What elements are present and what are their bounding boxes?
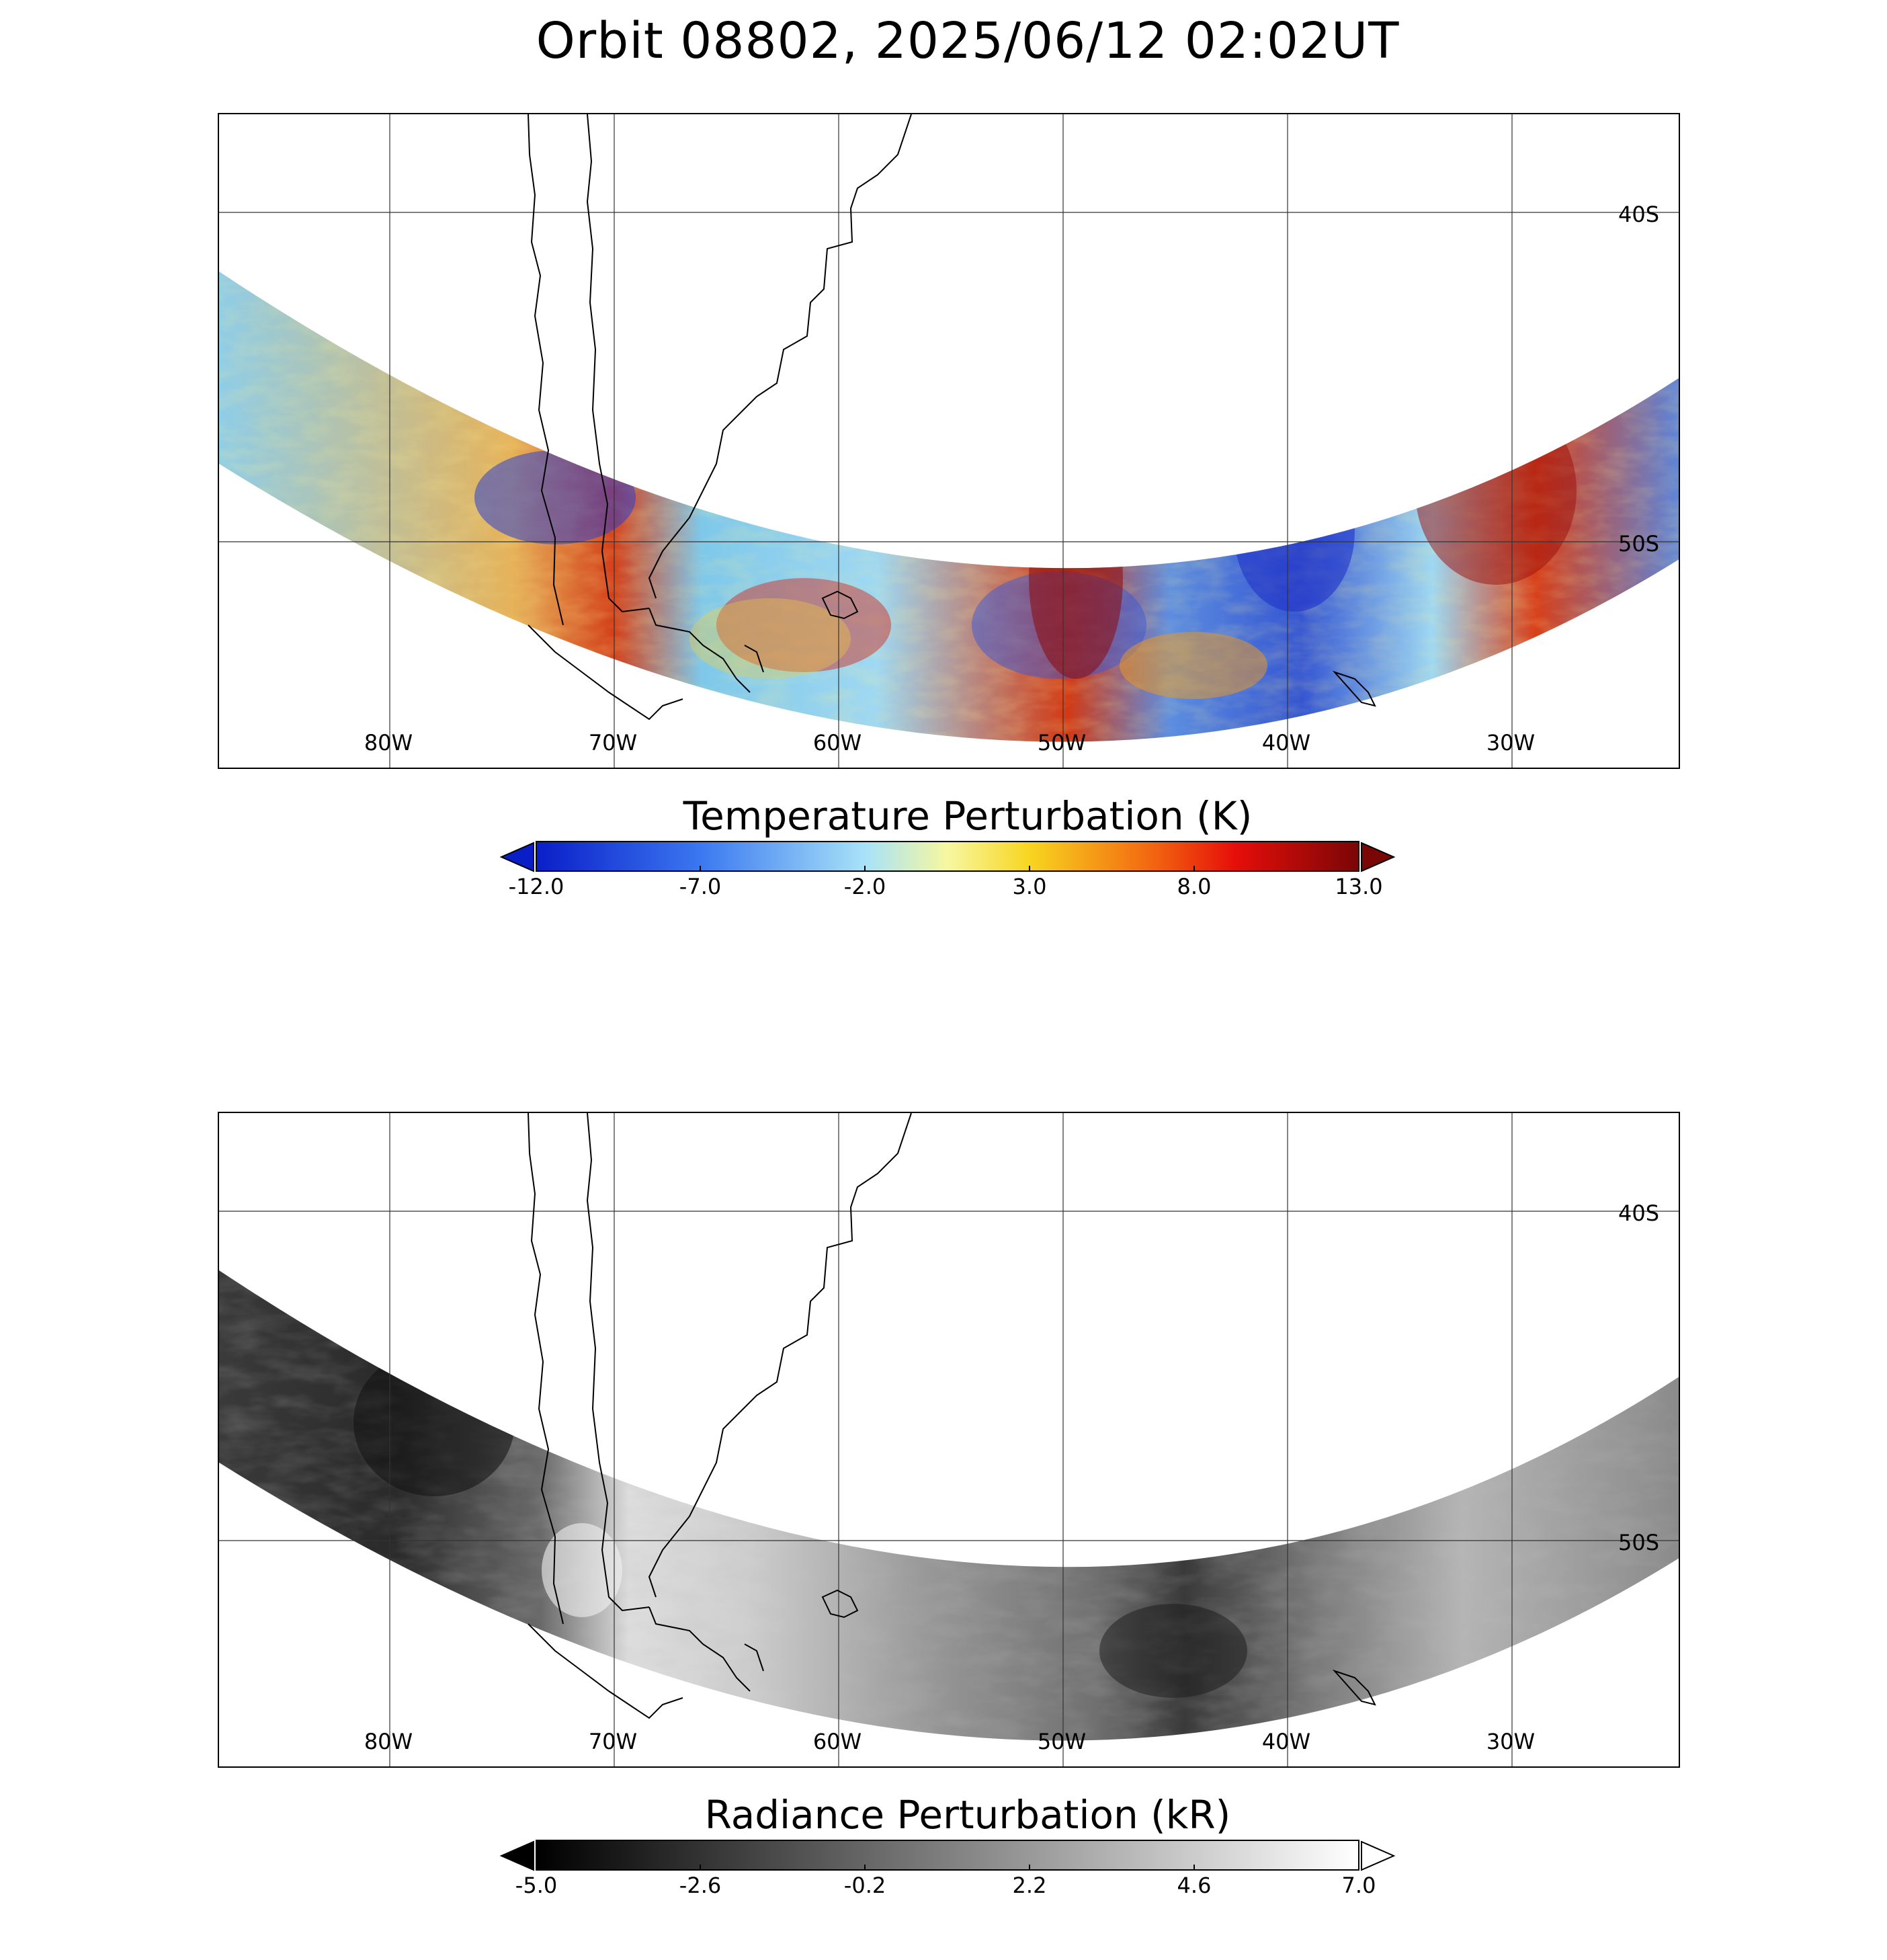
temperature-map-panel bbox=[218, 113, 1680, 769]
radiance-tick-4: 4.6 bbox=[1177, 1873, 1212, 1898]
radiance-colorbar-high-arrow bbox=[1361, 1840, 1396, 1871]
radiance-tick-0: -5.0 bbox=[515, 1873, 558, 1898]
lon-label-70w: 70W bbox=[588, 730, 638, 756]
lon-label-50w: 50W bbox=[1037, 730, 1087, 756]
temperature-colorbar bbox=[499, 840, 1396, 874]
lon-label-50w: 50W bbox=[1037, 1729, 1087, 1754]
lon-label-30w: 30W bbox=[1486, 1729, 1536, 1754]
lat-label-50s: 50S bbox=[1618, 531, 1660, 557]
temperature-tick-5: 13.0 bbox=[1335, 874, 1383, 899]
grid-lines bbox=[219, 114, 1679, 768]
temperature-tick-2: -2.0 bbox=[843, 874, 886, 899]
lon-label-70w: 70W bbox=[588, 1729, 638, 1754]
radiance-tick-3: 2.2 bbox=[1012, 1873, 1047, 1898]
grid-lines bbox=[219, 1113, 1679, 1766]
lon-label-40w: 40W bbox=[1261, 1729, 1311, 1754]
lat-label-50s: 50S bbox=[1618, 1530, 1660, 1555]
radiance-tick-5: 7.0 bbox=[1341, 1873, 1376, 1898]
lon-label-60w: 60W bbox=[812, 730, 862, 756]
temperature-tick-1: -7.0 bbox=[679, 874, 722, 899]
temperature-colorbar-high-arrow bbox=[1361, 842, 1396, 872]
radiance-tick-1: -2.6 bbox=[679, 1873, 722, 1898]
radiance-colorbar-low-arrow bbox=[499, 1840, 534, 1871]
temperature-tick-0: -12.0 bbox=[508, 874, 564, 899]
radiance-tick-2: -0.2 bbox=[843, 1873, 886, 1898]
temperature-colorbar-title: Temperature Perturbation (K) bbox=[683, 793, 1253, 839]
radiance-colorbar-title: Radiance Perturbation (kR) bbox=[704, 1792, 1231, 1838]
coastlines bbox=[528, 1113, 1376, 1719]
lon-label-80w: 80W bbox=[364, 1729, 413, 1754]
temperature-tick-4: 8.0 bbox=[1177, 874, 1212, 899]
temperature-tick-3: 3.0 bbox=[1012, 874, 1047, 899]
lon-label-30w: 30W bbox=[1486, 730, 1536, 756]
radiance-colorbar bbox=[499, 1839, 1396, 1873]
coastlines bbox=[528, 114, 1376, 721]
radiance-map-svg bbox=[219, 1113, 1679, 1766]
lat-label-40s: 40S bbox=[1618, 202, 1660, 227]
lon-label-80w: 80W bbox=[364, 730, 413, 756]
lon-label-60w: 60W bbox=[812, 1729, 862, 1754]
radiance-map-panel bbox=[218, 1112, 1680, 1768]
figure-title: Orbit 08802, 2025/06/12 02:02UT bbox=[536, 12, 1400, 70]
lon-label-40w: 40W bbox=[1261, 730, 1311, 756]
lat-label-40s: 40S bbox=[1618, 1200, 1660, 1226]
temperature-map-svg bbox=[219, 114, 1679, 768]
temperature-colorbar-low-arrow bbox=[499, 842, 534, 872]
